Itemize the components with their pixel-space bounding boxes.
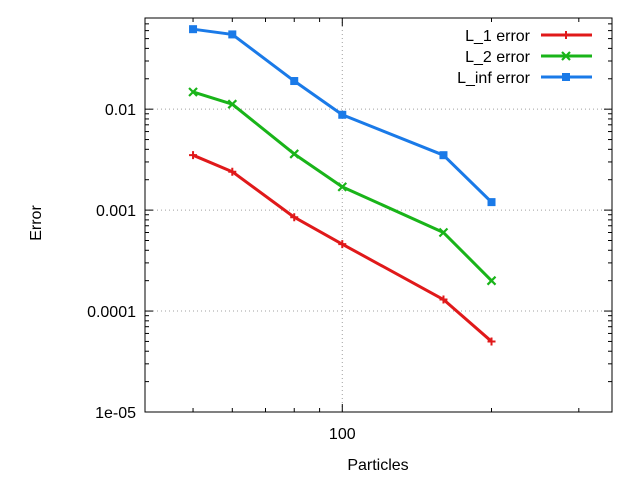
data-point-l-2-error (486, 275, 497, 286)
data-point-l-1-error (338, 240, 347, 249)
data-point-l-2-error (337, 182, 348, 192)
legend-label: L_2 error (465, 49, 531, 66)
data-point-l-inf-error (338, 110, 347, 119)
data-point-l-inf-error (439, 151, 448, 160)
series-l-2-error (188, 87, 497, 286)
legend-entry-l-2-error: L_2 error (465, 49, 592, 66)
legend-entry-l-1-error: L_1 error (465, 28, 592, 45)
data-point-l-2-error (188, 87, 198, 97)
data-point-l-1-error (228, 167, 237, 176)
data-point-l-1-error (439, 295, 448, 304)
data-point-l-inf-error (228, 30, 237, 39)
legend-swatch-marker (561, 51, 571, 61)
x-tick-label: 100 (329, 426, 356, 443)
data-point-l-1-error (189, 151, 198, 160)
data-point-l-inf-error (487, 198, 496, 207)
grid-lines (145, 18, 612, 412)
series-line-l-inf-error (192, 27, 493, 204)
data-point-l-inf-error (290, 77, 299, 86)
legend-swatch-marker (562, 73, 570, 81)
y-tick-label: 0.0001 (87, 304, 136, 321)
y-tick-label: 0.01 (105, 102, 136, 119)
data-point-l-inf-error (189, 25, 198, 34)
axis-ticks: 1e-05 0.0001 0.001 0.01 100 (87, 18, 612, 443)
x-axis-label: Particles (347, 457, 408, 474)
y-tick-label: 0.001 (96, 203, 136, 220)
series-line-l-1-error (192, 153, 493, 343)
legend-label: L_inf error (457, 70, 531, 87)
legend: L_1 error L_2 error L_inf error (457, 28, 592, 87)
series-line-l-2-error (192, 90, 493, 282)
data-point-l-1-error (290, 213, 299, 222)
legend-label: L_1 error (465, 28, 531, 45)
legend-entry-l-inf-error: L_inf error (457, 70, 592, 87)
series-l-inf-error (189, 25, 496, 207)
legend-swatch-marker (562, 31, 570, 39)
data-point-l-1-error (487, 337, 496, 346)
data-point-l-2-error (289, 149, 300, 159)
y-tick-label: 1e-05 (95, 405, 136, 422)
data-point-l-2-error (227, 99, 238, 109)
y-axis-label: Error (28, 205, 45, 241)
series-layer (188, 25, 497, 346)
series-l-1-error (189, 151, 496, 346)
data-point-l-2-error (438, 227, 449, 238)
